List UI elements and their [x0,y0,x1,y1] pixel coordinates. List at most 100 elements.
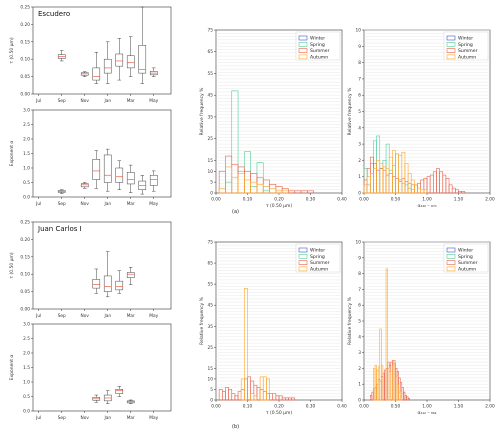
chart-hist-a-tau: 0 5 10 15 25 35 45 55 65 75 0.00 0.10 0.20 0.30 0.40 τ … [199,28,347,210]
x-tick-label: 1.00 [422,197,432,203]
y-tick-label: 1 [358,174,361,180]
chart-hist-b-alpha: 0 1 2 3 4 5 6 7 8 9 10 0.00 0.50 1.00 1.50 2.00 α₄₁₂ – ₈… [347,240,495,417]
box-body [126,55,135,69]
x-tick-label: 0.00 [211,404,221,410]
y-tick-label: 15 [208,158,214,164]
box-may [149,67,158,77]
legend-label-spring: Spring [458,254,473,260]
y-tick-label: 45 [208,303,214,309]
x-tick-label-jul: Jul [35,313,41,319]
plot-frame [32,323,172,412]
x-tick-label-sep: Sep [58,415,66,421]
legend-swatch-spring [298,41,308,47]
y-tick-label: 5 [358,109,361,115]
y-tick-label: 0 [210,191,213,197]
x-tick-label: 0.40 [337,404,347,410]
x-tick-label-nov: Nov [81,313,90,319]
y-tick-label: 3.0 [23,322,30,328]
y-tick-label: 4 [358,334,361,340]
box-mar [126,266,135,285]
chart-hist-b-tau: 0 5 10 15 25 35 45 55 65 75 0.00 0.10 0.20 0.30 0.40 τ … [199,240,347,417]
y-axis-label: Exponent α [9,355,15,381]
x-axis-label: τ (0.50 μm) [266,203,293,209]
y-tick-label: 3.0 [23,108,30,114]
legend-label-winter: Winter [310,36,325,42]
bin-summer [291,397,296,401]
legend-label-summer: Summer [458,260,478,266]
y-tick-label: 1.0 [23,166,30,172]
legend-label-autumn: Autumn [310,267,328,273]
chart-escudero-alpha: 0.0 0.5 1.0 1.5 2.0 2.5 3.0 Jul Sep Nov Jan Mar May E… [9,108,172,207]
y-tick-label: 0.0 [23,409,30,415]
legend-swatch-spring [298,254,308,259]
x-tick-label-may: May [149,201,158,207]
box-dec [92,394,101,403]
box-body [149,175,158,186]
box-sep [57,50,66,62]
x-tick-label: 2.00 [485,404,495,410]
y-tick-label: 0.10 [20,57,30,63]
bin-autumn [399,396,403,401]
y-tick-label: 7 [358,287,361,293]
series-autumn [373,268,403,401]
y-tick-label: 0.20 [20,22,30,28]
y-tick-label: 1.5 [23,151,30,157]
x-tick-label: 0.00 [359,197,369,203]
y-tick-label: 2 [358,366,361,372]
y-tick-label: 65 [208,261,214,267]
y-tick-label: 55 [208,71,214,77]
bin-summer [407,398,410,401]
y-tick-label: 65 [208,49,214,55]
y-tick-label: 25 [208,136,214,142]
bin-autumn [253,395,258,401]
y-tick-label: 0.05 [20,289,30,295]
y-tick-label: 55 [208,282,214,288]
legend-label-winter: Winter [458,36,473,42]
y-tick-label: 0.25 [20,5,30,11]
y-tick-label: 10 [356,28,362,34]
y-tick-label: 35 [208,114,214,120]
box-dec [92,268,101,294]
legend-label-autumn: Autumn [310,55,328,61]
legend-label-autumn: Autumn [458,55,476,61]
box-body [92,279,101,289]
y-tick-label: 10 [208,169,214,175]
chart-juancarlos-tau: 0.00 0.05 0.10 0.15 0.20 0.25 Jul Sep Nov Jan Mar M… [9,220,172,319]
y-tick-label: 1 [358,382,361,388]
y-tick-label: 0 [358,191,361,197]
plot-frame [32,221,172,310]
chart-juancarlos-alpha: 0.0 0.5 1.0 1.5 2.0 2.5 3.0 Jul Sep Nov Jan Mar May E… [9,322,172,421]
bin-autumn [379,328,382,401]
y-axis-label: τ (0.50 μm) [9,252,15,279]
y-tick-label: 0.00 [20,307,30,313]
box-jan [103,148,112,192]
legend-swatch-summer [298,260,308,265]
y-tick-label: 0.25 [20,220,30,226]
x-tick-label: 2.00 [485,197,495,203]
y-tick-label: 0.05 [20,74,30,80]
box-apr [138,6,147,84]
x-tick-label: 0.20 [274,404,284,410]
x-tick-label-may: May [149,415,158,421]
box-body [115,167,124,183]
y-tick-label: 7 [358,76,361,82]
chart-title: Juan Carlos I [37,225,82,233]
y-tick-label: 9 [358,44,361,50]
plot-frame [32,109,172,198]
y-tick-label: 0.20 [20,237,30,243]
x-tick-label-jul: Jul [35,201,41,207]
x-tick-label: 1.50 [454,404,464,410]
bin-summer [307,190,314,194]
box-body [103,154,112,183]
bin-autumn [385,268,388,401]
legend-label-spring: Spring [310,42,325,48]
box-body [115,53,124,67]
y-axis-label: Relative frequency % [347,296,353,345]
x-tick-label-jan: Jan [103,313,111,319]
bin-autumn [281,190,289,194]
y-tick-label: 10 [356,240,362,246]
bin-autumn [266,378,270,401]
